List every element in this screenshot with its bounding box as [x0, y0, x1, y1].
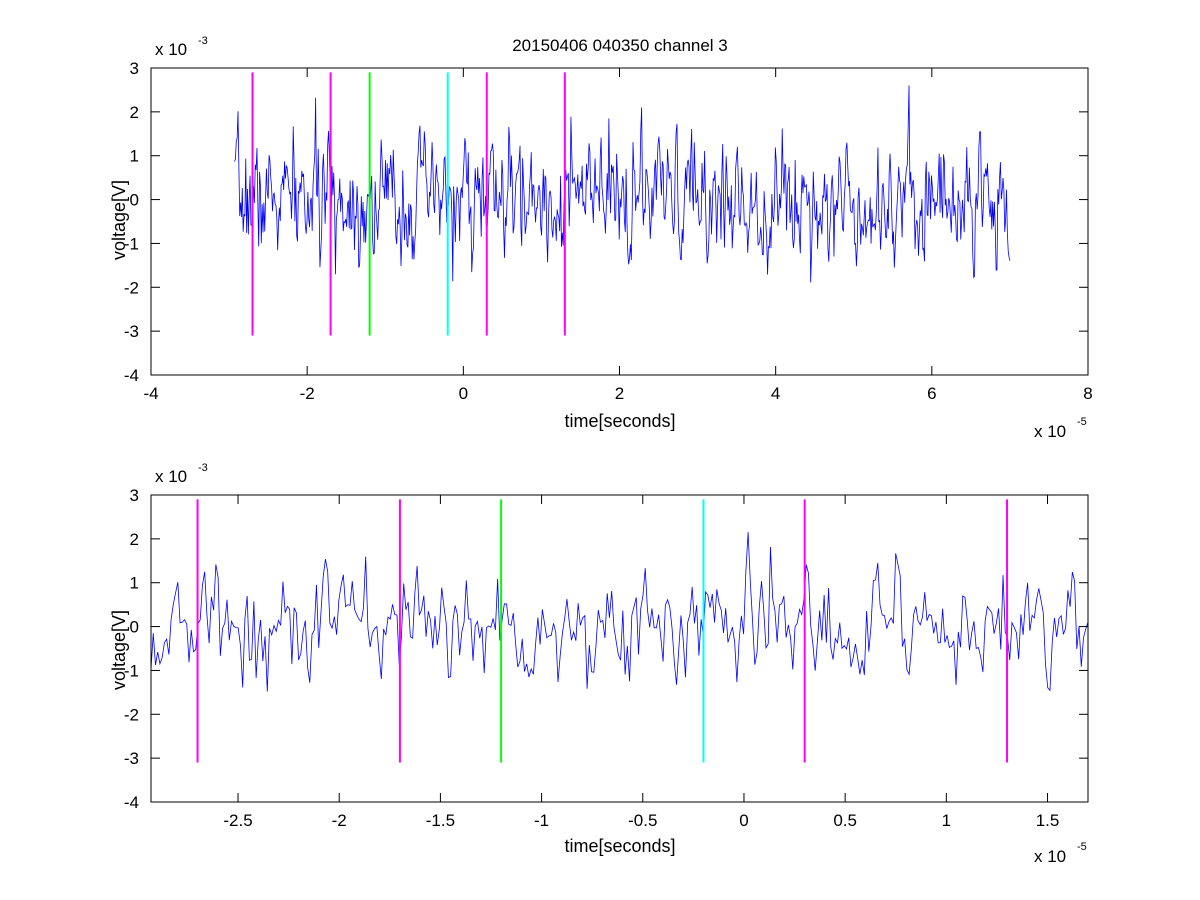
x-exponent-power: -5 — [1077, 841, 1087, 853]
signal-trace — [234, 85, 1011, 283]
y-tick-label: 0 — [130, 191, 139, 210]
y-tick-label: -2 — [124, 278, 139, 297]
y-exponent-power: -3 — [198, 462, 208, 474]
x-tick-label: 8 — [1083, 384, 1092, 403]
y-tick-label: -3 — [124, 749, 139, 768]
top-plot-panel: x 10 -3 voltage[V] time[seconds] x 10 -5… — [109, 35, 1093, 441]
y-exponent-base: x 10 — [155, 40, 187, 59]
x-tick-label: 0 — [459, 384, 468, 403]
y-tick-label: -1 — [124, 234, 139, 253]
figure-title: 20150406 040350 channel 3 — [512, 36, 728, 55]
x-tick-label: 2 — [615, 384, 624, 403]
x-tick-label: -1.5 — [426, 811, 455, 830]
x-tick-label: -4 — [143, 384, 158, 403]
y-exponent-power: -3 — [198, 35, 208, 47]
x-tick-label: -2 — [300, 384, 315, 403]
y-tick-label: -4 — [124, 366, 139, 385]
x-tick-label: 4 — [771, 384, 780, 403]
x-tick-label: -2 — [332, 811, 347, 830]
y-tick-label: 2 — [130, 103, 139, 122]
x-tick-label: -0.5 — [628, 811, 657, 830]
x-exponent-base: x 10 — [1034, 847, 1066, 866]
x-tick-label: 1.5 — [1036, 811, 1060, 830]
y-tick-label: -3 — [124, 322, 139, 341]
y-tick-label: -2 — [124, 705, 139, 724]
x-exponent-power: -5 — [1077, 416, 1087, 428]
x-tick-label: 1 — [942, 811, 951, 830]
y-tick-label: 1 — [130, 574, 139, 593]
x-tick-label: -2.5 — [223, 811, 252, 830]
y-tick-label: 1 — [130, 147, 139, 166]
x-tick-label: 6 — [927, 384, 936, 403]
bottom-plot-panel: x 10 -3 voltage[V] time[seconds] x 10 -5… — [109, 462, 1089, 866]
y-tick-label: 3 — [130, 486, 139, 505]
y-tick-label: -1 — [124, 661, 139, 680]
y-exponent-base: x 10 — [155, 467, 187, 486]
y-tick-label: 3 — [130, 59, 139, 78]
axes-box — [150, 494, 1089, 803]
y-axis-label: voltage[V] — [109, 610, 129, 690]
y-axis-label: voltage[V] — [109, 180, 129, 260]
x-tick-label: 0 — [739, 811, 748, 830]
x-axis-label: time[seconds] — [564, 836, 675, 856]
signal-trace — [150, 532, 1089, 692]
y-tick-label: 0 — [130, 618, 139, 637]
x-axis-label: time[seconds] — [564, 411, 675, 431]
y-tick-label: 2 — [130, 530, 139, 549]
y-tick-label: -4 — [124, 793, 139, 812]
x-exponent-base: x 10 — [1034, 422, 1066, 441]
x-tick-label: -1 — [534, 811, 549, 830]
x-tick-label: 0.5 — [833, 811, 857, 830]
